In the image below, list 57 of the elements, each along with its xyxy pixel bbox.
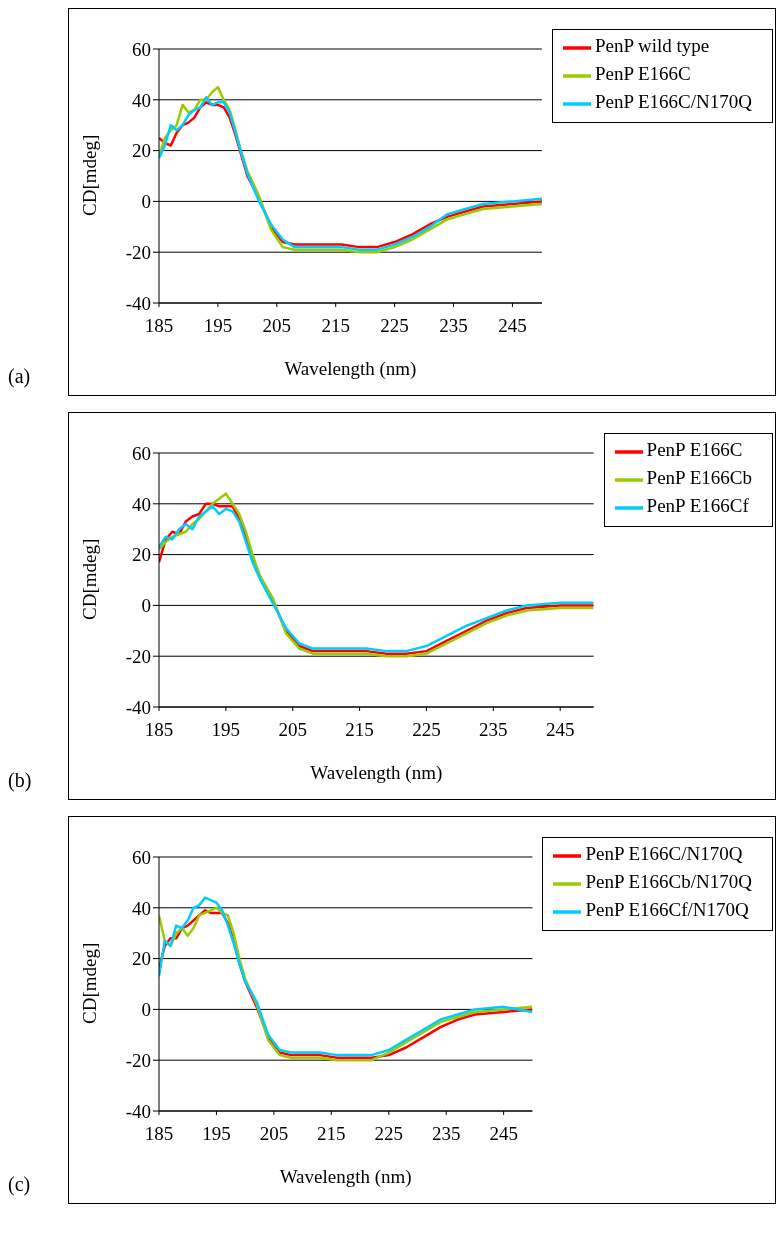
y-axis-title: CD[mdeg] bbox=[78, 134, 100, 216]
y-tick-label: 60 bbox=[132, 38, 151, 60]
y-tick-label: 60 bbox=[132, 442, 151, 464]
y-tick-label: 40 bbox=[132, 89, 151, 111]
y-tick-label: -20 bbox=[125, 241, 151, 263]
x-tick-label: 225 bbox=[412, 719, 441, 741]
y-tick-label: 0 bbox=[141, 595, 151, 617]
text: (b) bbox=[8, 769, 32, 792]
text: (a) bbox=[8, 365, 31, 388]
x-tick-label: 195 bbox=[203, 315, 233, 337]
x-tick-label: 245 bbox=[489, 1123, 518, 1145]
y-axis-title: CD[mdeg] bbox=[78, 538, 100, 620]
x-tick-label: 235 bbox=[431, 1123, 461, 1145]
x-axis-title: Wavelength (nm) bbox=[284, 358, 417, 380]
legend-label: PenP E166C/N170Q bbox=[594, 91, 752, 113]
legend-label: PenP E166C bbox=[594, 63, 691, 85]
legend-label: PenP E166Cb/N170Q bbox=[585, 871, 752, 893]
legend-label: PenP E166Cb bbox=[646, 467, 752, 489]
x-axis-title: Wavelength (nm) bbox=[310, 762, 443, 784]
y-axis-title: CD[mdeg] bbox=[78, 942, 100, 1024]
y-tick-label: 20 bbox=[132, 140, 151, 162]
y-tick-label: -40 bbox=[125, 292, 151, 314]
x-tick-label: 185 bbox=[144, 1123, 174, 1145]
y-tick-label: 20 bbox=[132, 948, 151, 970]
y-tick-label: 0 bbox=[141, 191, 151, 213]
x-tick-label: 215 bbox=[321, 315, 350, 337]
y-tick-label: 40 bbox=[132, 493, 151, 515]
x-tick-label: 225 bbox=[374, 1123, 404, 1145]
legend-label: PenP wild type bbox=[594, 35, 710, 57]
y-tick-label: -40 bbox=[125, 1100, 151, 1122]
y-tick-label: -20 bbox=[125, 645, 151, 667]
legend-label: PenP E166C bbox=[646, 439, 743, 461]
x-tick-label: 205 bbox=[262, 315, 292, 337]
y-tick-label: 40 bbox=[132, 897, 151, 919]
y-tick-label: 60 bbox=[132, 846, 151, 868]
legend-label: PenP E166Cf/N170Q bbox=[585, 899, 749, 921]
x-tick-label: 235 bbox=[479, 719, 508, 741]
x-tick-label: 215 bbox=[345, 719, 374, 741]
x-tick-label: 185 bbox=[144, 315, 174, 337]
y-tick-label: -20 bbox=[125, 1049, 151, 1071]
y-tick-label: 0 bbox=[141, 999, 151, 1021]
y-tick-label: -40 bbox=[125, 696, 151, 718]
x-tick-label: 225 bbox=[380, 315, 409, 337]
x-tick-label: 195 bbox=[211, 719, 241, 741]
x-tick-label: 245 bbox=[545, 719, 575, 741]
x-tick-label: 205 bbox=[259, 1123, 289, 1145]
x-tick-label: 215 bbox=[317, 1123, 346, 1145]
x-tick-label: 245 bbox=[498, 315, 527, 337]
legend-label: PenP E166Cf bbox=[646, 495, 749, 517]
x-tick-label: 185 bbox=[144, 719, 174, 741]
y-tick-label: 20 bbox=[132, 544, 151, 566]
text: (c) bbox=[8, 1173, 31, 1196]
legend-label: PenP E166C/N170Q bbox=[585, 843, 743, 865]
x-tick-label: 205 bbox=[278, 719, 307, 741]
x-tick-label: 195 bbox=[202, 1123, 231, 1145]
x-axis-title: Wavelength (nm) bbox=[279, 1166, 412, 1188]
x-tick-label: 235 bbox=[439, 315, 468, 337]
